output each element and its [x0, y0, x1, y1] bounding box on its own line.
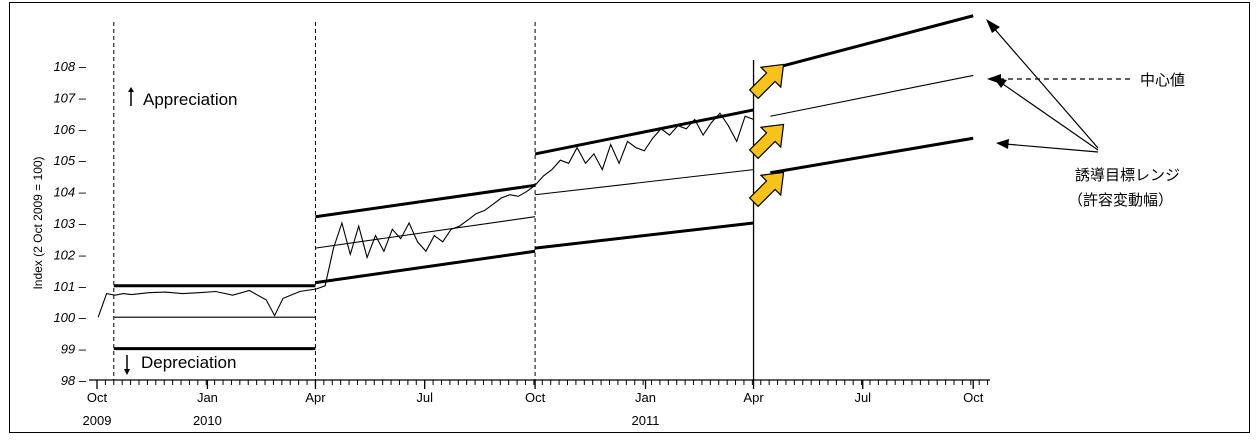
- band-center-line: [315, 216, 536, 249]
- y-tick-label: 104 –: [53, 185, 86, 200]
- band-annotation: 誘導目標レンジ （許容変動幅）: [986, 19, 1180, 209]
- band-label-line2: （許容変動幅）: [1068, 191, 1173, 209]
- band-pointer-center-arrowhead-icon: [993, 77, 1007, 88]
- y-tick-label: 102 –: [53, 247, 86, 262]
- upward-arrows: [748, 63, 785, 208]
- band-lower-line: [534, 221, 754, 250]
- regime-lines: [113, 22, 755, 380]
- appreciation-arrowhead-icon: [128, 87, 134, 92]
- x-tick-label: Oct: [963, 390, 984, 405]
- depreciation-annotation: Depreciation: [124, 353, 236, 375]
- band-pointer-upper: [991, 25, 1099, 149]
- y-tick-label: 99 –: [61, 342, 87, 357]
- band-upper-line: [769, 14, 974, 71]
- x-tick-label: Jan: [635, 390, 656, 405]
- band-pointer-upper-arrowhead-icon: [986, 19, 1000, 33]
- x-tick-label: Jul: [854, 390, 871, 405]
- y-tick-label: 103 –: [53, 216, 86, 231]
- band-upper-line: [534, 108, 754, 156]
- y-tick-label: 108 –: [53, 59, 86, 74]
- depreciation-arrowhead-icon: [124, 369, 130, 375]
- x-tick-label: Jul: [416, 390, 433, 405]
- x-tick-label: Jan: [197, 390, 218, 405]
- series-group: [97, 112, 754, 318]
- upward-arrow-icon: [748, 171, 785, 208]
- y-tick-label: 98 –: [61, 373, 87, 388]
- x-year-label: 2011: [632, 413, 660, 428]
- center-label: 中心値: [1140, 71, 1185, 89]
- x-tick-label: Apr: [305, 390, 326, 405]
- appreciation-annotation: Appreciation: [128, 87, 238, 109]
- band-pointer-lower: [1004, 143, 1099, 153]
- y-tick-label: 107 –: [53, 90, 86, 105]
- x-year-label: 2010: [193, 413, 222, 428]
- y-tick-label: 105 –: [53, 153, 86, 168]
- center-annotation: 中心値: [987, 71, 1185, 89]
- x-tick-label: Apr: [743, 390, 764, 405]
- upward-arrow-shape: [748, 123, 785, 160]
- x-year-label: 2009: [83, 413, 112, 428]
- band-pointer-center: [999, 81, 1099, 151]
- depreciation-label: Depreciation: [141, 353, 236, 372]
- band-center-line: [770, 74, 974, 117]
- y-tick-label: 101 –: [53, 279, 86, 294]
- upward-arrow-icon: [748, 123, 785, 160]
- appreciation-label: Appreciation: [143, 90, 238, 109]
- x-tick-label: Oct: [87, 390, 108, 405]
- upward-arrow-shape: [748, 63, 785, 100]
- band-lower-line: [315, 249, 536, 285]
- y-axis-label: Index (2 Oct 2009 = 100): [31, 156, 45, 289]
- index-series-line: [97, 112, 754, 318]
- y-tick-label: 106 –: [53, 122, 86, 137]
- upward-arrow-shape: [748, 171, 785, 208]
- band-upper-line: [315, 183, 536, 219]
- x-tick-label: Oct: [525, 390, 546, 405]
- chart-border: [9, 2, 1250, 433]
- band-pointer-lower-arrowhead-icon: [996, 139, 1009, 149]
- target-bands: [113, 14, 974, 351]
- y-tick-label: 100 –: [53, 310, 86, 325]
- band-label-line1: 誘導目標レンジ: [1075, 166, 1180, 184]
- upward-arrow-icon: [748, 63, 785, 100]
- band-center-line: [535, 169, 754, 196]
- band-lower-line: [770, 136, 974, 175]
